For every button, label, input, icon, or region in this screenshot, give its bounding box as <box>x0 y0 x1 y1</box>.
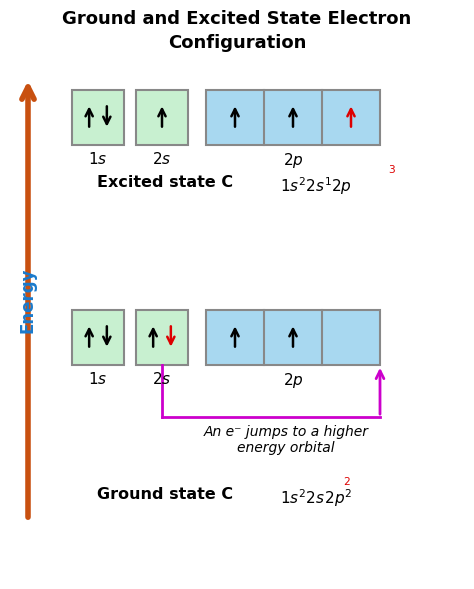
Text: $2s$: $2s$ <box>152 371 172 387</box>
Text: $1s$: $1s$ <box>88 151 108 167</box>
Text: $1s$: $1s$ <box>88 371 108 387</box>
Bar <box>136 90 188 145</box>
Bar <box>72 310 124 365</box>
Bar <box>72 90 124 145</box>
Bar <box>136 310 188 365</box>
Bar <box>206 90 380 145</box>
Text: $^{2}$: $^{2}$ <box>343 478 351 493</box>
Text: $1s^{2}2s^{1}2p^{}$: $1s^{2}2s^{1}2p^{}$ <box>280 175 352 197</box>
Text: $^{3}$: $^{3}$ <box>388 166 396 181</box>
Text: $2p$: $2p$ <box>283 371 303 390</box>
Text: Energy: Energy <box>19 267 37 333</box>
Text: $2s$: $2s$ <box>152 151 172 167</box>
Text: An e⁻ jumps to a higher
energy orbital: An e⁻ jumps to a higher energy orbital <box>203 425 368 455</box>
Bar <box>206 310 380 365</box>
Text: Ground state C: Ground state C <box>97 487 233 502</box>
Text: $2p$: $2p$ <box>283 151 303 170</box>
Text: Excited state C: Excited state C <box>97 175 233 190</box>
Text: $1s^{2}2s^{}2p^{2}$: $1s^{2}2s^{}2p^{2}$ <box>280 487 352 509</box>
Text: Ground and Excited State Electron: Ground and Excited State Electron <box>63 10 411 28</box>
Text: Configuration: Configuration <box>168 34 306 52</box>
